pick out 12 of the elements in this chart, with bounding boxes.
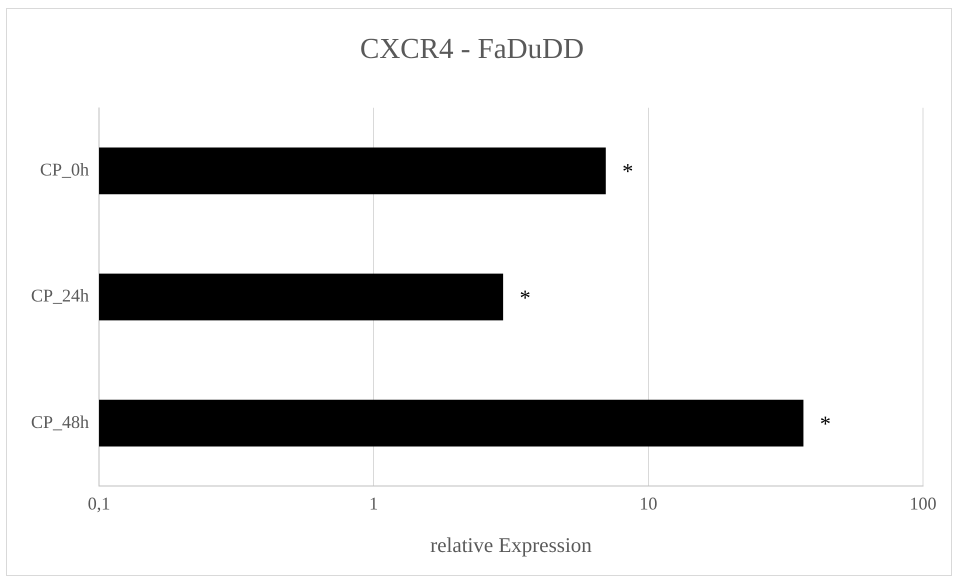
annotation: * — [520, 284, 531, 310]
x-tick-label: 100 — [910, 494, 936, 514]
y-tick-label: CP_0h — [40, 160, 90, 180]
annotation: * — [820, 410, 831, 436]
chart-title: CXCR4 - FaDuDD — [360, 33, 584, 66]
y-tick-label: CP_24h — [30, 286, 90, 306]
x-tick-label: 1 — [369, 494, 378, 514]
annotation: * — [622, 158, 634, 184]
x-axis-title: relative Expression — [430, 532, 592, 557]
x-tick-label: 0,1 — [88, 494, 110, 514]
x-tick-label: 10 — [639, 494, 658, 514]
y-tick-label: CP_48h — [30, 412, 90, 432]
